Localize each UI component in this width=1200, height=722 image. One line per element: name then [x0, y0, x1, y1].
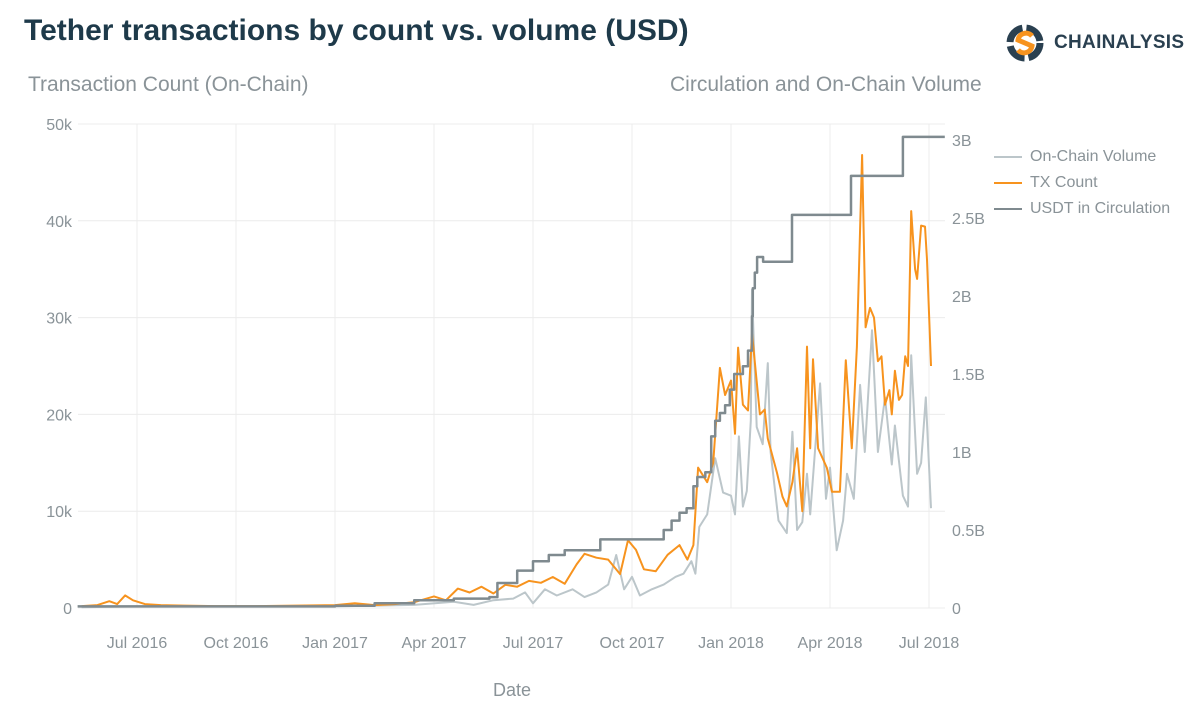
- y-right-tick-label: 2.5B: [952, 211, 985, 228]
- series-line-tx-count: [81, 154, 932, 608]
- x-tick-label: Jul 2017: [503, 635, 564, 652]
- x-tick-label: Oct 2016: [204, 635, 269, 652]
- legend-swatch: [994, 208, 1022, 210]
- y-left-tick-label: 0: [63, 601, 72, 618]
- right-axis-title: Circulation and On-Chain Volume: [670, 73, 982, 96]
- legend-label: On-Chain Volume: [1030, 148, 1157, 165]
- x-tick-label: Apr 2018: [798, 635, 863, 652]
- x-axis-label: Date: [493, 680, 531, 700]
- y-right-tick-label: 0: [952, 601, 961, 618]
- x-tick-label: Oct 2017: [600, 635, 665, 652]
- y-right-tick-label: 1B: [952, 445, 972, 462]
- y-left-tick-label: 10k: [46, 504, 73, 521]
- legend-item-on-chain-volume[interactable]: On-Chain Volume: [994, 144, 1170, 170]
- chart-title: Tether transactions by count vs. volume …: [24, 14, 689, 47]
- logo-text: CHAINALYSIS: [1054, 32, 1185, 53]
- chainalysis-logo: CHAINALYSIS: [1006, 24, 1184, 62]
- x-tick-label: Jan 2017: [302, 635, 368, 652]
- y-right-tick-label: 2B: [952, 289, 972, 306]
- legend-swatch: [994, 182, 1022, 184]
- y-left-tick-label: 40k: [46, 214, 73, 231]
- y-left-tick-label: 20k: [46, 407, 73, 424]
- x-tick-label: Apr 2017: [402, 635, 467, 652]
- legend-item-usdt-circulation[interactable]: USDT in Circulation: [994, 196, 1170, 222]
- legend-swatch: [994, 156, 1022, 158]
- legend-label: USDT in Circulation: [1030, 200, 1171, 217]
- y-right-tick-label: 1.5B: [952, 367, 985, 384]
- y-left-tick-label: 50k: [46, 117, 73, 134]
- y-right-tick-label: 3B: [952, 133, 972, 150]
- x-tick-label: Jul 2016: [107, 635, 168, 652]
- legend-label: TX Count: [1030, 174, 1098, 191]
- x-tick-label: Jul 2018: [899, 635, 960, 652]
- series-line-on-chain-volume: [81, 288, 932, 609]
- y-left-tick-label: 30k: [46, 311, 73, 328]
- x-tick-label: Jan 2018: [698, 635, 764, 652]
- y-right-tick-label: 0.5B: [952, 523, 985, 540]
- legend-item-tx-count[interactable]: TX Count: [994, 170, 1170, 196]
- legend: On-Chain Volume TX Count USDT in Circula…: [994, 144, 1170, 222]
- chainalysis-logo-icon: [1006, 24, 1044, 62]
- left-axis-title: Transaction Count (On-Chain): [28, 73, 309, 96]
- series-line-usdt-in-circulation: [77, 135, 945, 608]
